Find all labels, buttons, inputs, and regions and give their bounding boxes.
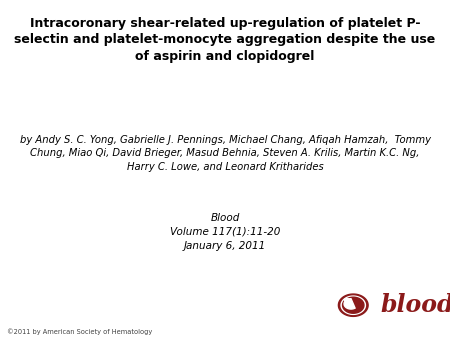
Text: ©2011 by American Society of Hematology: ©2011 by American Society of Hematology	[7, 328, 152, 335]
Text: Blood
Volume 117(1):11-20
January 6, 2011: Blood Volume 117(1):11-20 January 6, 201…	[170, 213, 280, 251]
Polygon shape	[345, 298, 349, 302]
Polygon shape	[344, 299, 355, 309]
Polygon shape	[338, 294, 368, 316]
Polygon shape	[342, 297, 364, 313]
Text: by Andy S. C. Yong, Gabrielle J. Pennings, Michael Chang, Afiqah Hamzah,  Tommy
: by Andy S. C. Yong, Gabrielle J. Penning…	[19, 135, 431, 172]
Text: blood: blood	[380, 293, 450, 317]
Text: Intracoronary shear-related up-regulation of platelet P-
selectin and platelet-m: Intracoronary shear-related up-regulatio…	[14, 17, 436, 63]
Polygon shape	[341, 296, 365, 314]
